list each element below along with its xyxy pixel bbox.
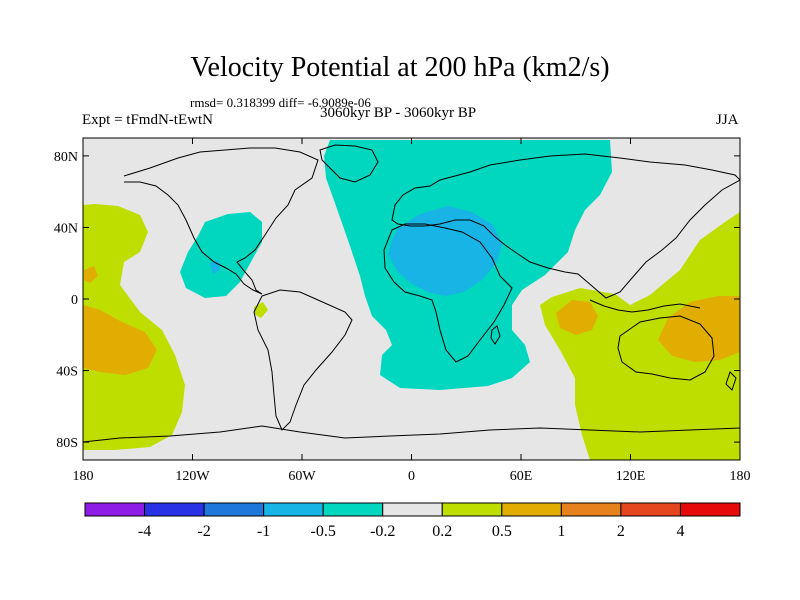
y-tick-label: 40S bbox=[56, 365, 78, 380]
x-tick-label: 180 bbox=[73, 469, 94, 484]
colorbar-label: 0.5 bbox=[492, 523, 512, 540]
coastline-australia bbox=[617, 315, 715, 381]
y-tick-label: 80N bbox=[54, 150, 78, 165]
x-tick-label: 60W bbox=[288, 469, 316, 484]
colorbar-label: 4 bbox=[676, 523, 684, 540]
period-label: 3060kyr BP - 3060kyr BP bbox=[320, 105, 477, 121]
coastline-madagascar bbox=[490, 325, 501, 345]
x-tick-label: 60E bbox=[510, 469, 533, 484]
colorbar-swatch bbox=[441, 502, 503, 517]
colorbar-swatch bbox=[84, 502, 146, 517]
positive-core-east-pacific bbox=[83, 305, 157, 375]
colorbar-swatch bbox=[501, 502, 562, 517]
season-label: JJA bbox=[716, 112, 739, 128]
colorbar-swatch bbox=[263, 502, 324, 517]
colorbar-label: -1 bbox=[257, 523, 270, 540]
colorbar-swatch bbox=[203, 502, 265, 517]
x-tick-label: 120W bbox=[175, 469, 210, 484]
coastline-new-zealand bbox=[725, 371, 737, 391]
coastline-north-america bbox=[123, 147, 319, 295]
negative-core-africa bbox=[388, 206, 502, 296]
colorbar-label: 2 bbox=[617, 523, 625, 540]
coastline-antarctica bbox=[83, 425, 740, 443]
y-tick-label: 80S bbox=[56, 436, 78, 451]
positive-region-east-pacific bbox=[83, 204, 185, 450]
colorbar-swatch bbox=[322, 502, 384, 517]
colorbar-label: 0.2 bbox=[432, 523, 452, 540]
colorbar-label: -2 bbox=[197, 523, 210, 540]
experiment-label: Expt = tFmdN-tEwtN bbox=[82, 112, 213, 128]
x-tick-label: 180 bbox=[730, 469, 751, 484]
coastlines bbox=[83, 144, 740, 443]
positive-core-indian-ocean bbox=[556, 300, 598, 335]
y-tick-label: 0 bbox=[71, 293, 78, 308]
positive-region-indo-pacific bbox=[540, 212, 740, 460]
negative-region-central-america bbox=[180, 212, 262, 298]
coastline-eurasia bbox=[391, 153, 740, 299]
x-tick-label: 0 bbox=[408, 469, 415, 484]
colorbar-swatch bbox=[144, 502, 205, 517]
coastline-indonesia bbox=[589, 299, 701, 313]
positive-spot-tropical-pacific-north bbox=[84, 266, 98, 283]
colorbar-swatch bbox=[620, 502, 681, 517]
coastline-south-america bbox=[253, 289, 353, 431]
coastline-africa bbox=[383, 223, 513, 363]
colorbar: -4 -2 -1 -0.5 -0.2 0.2 0.5 1 2 4 bbox=[84, 502, 741, 540]
x-tick-label: 120E bbox=[616, 469, 646, 484]
rmsd-diff-text: rmsd= 0.318399 diff= -6.9089e-06 bbox=[190, 95, 371, 110]
colorbar-label: 1 bbox=[557, 523, 565, 540]
y-tick-label: 40N bbox=[54, 221, 78, 236]
colorbar-swatch bbox=[560, 502, 622, 517]
contour-fill-layer bbox=[83, 138, 740, 460]
colorbar-swatch bbox=[679, 502, 741, 517]
plot-title: Velocity Potential at 200 hPa (km2/s) bbox=[190, 52, 610, 83]
axis-ticks: 80N 40N 0 40S 80S 180 120W 60W 0 60E 120E 180 bbox=[54, 138, 751, 484]
colorbar-label: -0.2 bbox=[370, 523, 395, 540]
coastline-greenland bbox=[319, 144, 379, 183]
positive-core-maritime-australia bbox=[658, 296, 740, 362]
colorbar-label: -0.5 bbox=[311, 523, 336, 540]
colorbar-label: -4 bbox=[138, 523, 151, 540]
colorbar-swatch bbox=[382, 502, 443, 517]
